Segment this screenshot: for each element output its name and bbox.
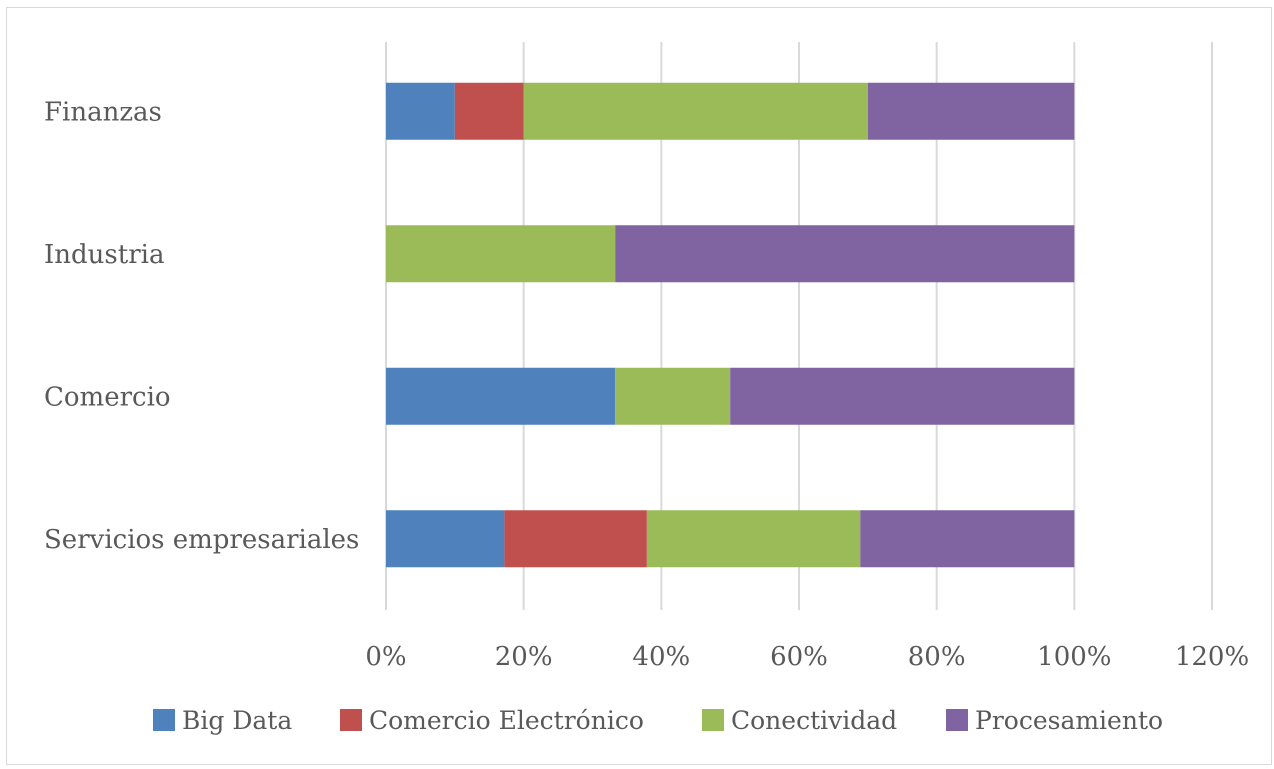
- legend-label: Procesamiento: [975, 706, 1163, 735]
- bar-segment: [615, 367, 731, 425]
- bar-segment: [523, 82, 868, 140]
- legend-label: Conectividad: [731, 706, 897, 735]
- x-axis-ticks: 0% 20% 40% 60% 80% 100% 120%: [365, 642, 1249, 672]
- x-tick-label: 0%: [365, 642, 406, 672]
- x-tick-label: 100%: [1037, 642, 1111, 672]
- category-label: Comercio: [44, 382, 171, 412]
- legend-swatch: [702, 709, 724, 731]
- bar-segment: [615, 225, 1075, 283]
- category-label: Finanzas: [44, 97, 162, 127]
- x-tick-label: 80%: [908, 642, 966, 672]
- bars: [386, 82, 1075, 568]
- legend: Big Data Comercio Electrónico Conectividad…: [153, 706, 1163, 735]
- x-tick-label: 40%: [632, 642, 690, 672]
- bar-segment: [454, 82, 524, 140]
- bar-segment: [386, 82, 455, 140]
- category-label: Servicios empresariales: [44, 525, 359, 555]
- legend-swatch: [946, 709, 968, 731]
- x-tick-label: 60%: [770, 642, 828, 672]
- x-tick-label: 120%: [1175, 642, 1249, 672]
- legend-swatch: [153, 709, 175, 731]
- bar-segment: [504, 510, 647, 568]
- bar-segment: [386, 510, 505, 568]
- category-labels: Finanzas Industria Comercio Servicios empre…: [44, 97, 359, 555]
- bar-segment: [867, 82, 1075, 140]
- legend-label: Big Data: [182, 706, 292, 735]
- legend-swatch: [340, 709, 362, 731]
- x-tick-label: 20%: [495, 642, 553, 672]
- bar-segment: [386, 367, 616, 425]
- bar-segment: [730, 367, 1075, 425]
- bar-segment: [386, 225, 616, 283]
- bar-segment: [860, 510, 1075, 568]
- bar-segment: [646, 510, 861, 568]
- category-label: Industria: [44, 240, 164, 270]
- legend-label: Comercio Electrónico: [369, 706, 644, 735]
